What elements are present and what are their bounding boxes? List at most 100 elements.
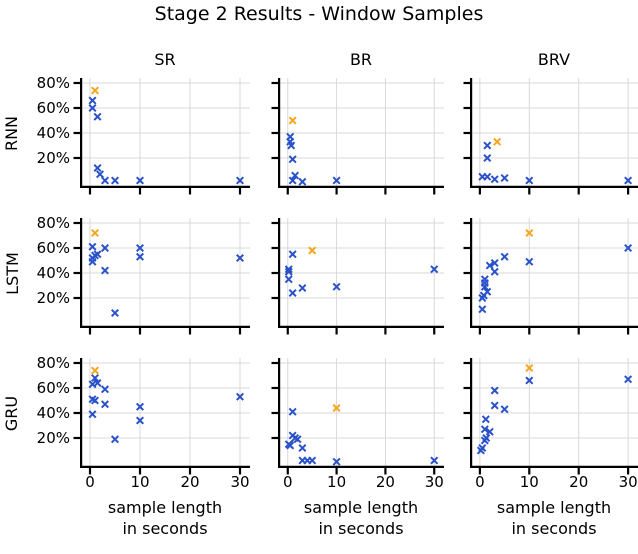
subplot-RNN-BR: [271, 78, 444, 195]
data-point-x-marker: [525, 257, 534, 266]
data-point-x-marker: [624, 243, 633, 253]
data-point-x-marker: [478, 293, 487, 303]
x-axis-label-line2: in seconds: [511, 519, 597, 538]
data-point-x-marker: [90, 366, 100, 375]
data-point-x-marker: [288, 407, 297, 416]
data-point-x-marker: [430, 265, 439, 274]
data-point-x-marker: [298, 283, 307, 293]
data-point-x-marker: [93, 112, 102, 121]
data-point-x-marker: [135, 416, 145, 425]
data-point-x-marker: [308, 246, 317, 255]
scatter-series-blue: [88, 96, 245, 185]
data-point-x-marker: [490, 386, 499, 395]
data-point-x-marker: [286, 441, 295, 450]
data-point-x-marker: [100, 385, 110, 394]
data-point-x-marker: [490, 267, 499, 276]
x-axis-label-line2: in seconds: [318, 519, 404, 538]
scatter-series-blue: [284, 250, 439, 298]
data-point-x-marker: [235, 392, 245, 401]
data-point-x-marker: [135, 243, 145, 253]
x-tick-label: 30: [618, 473, 638, 491]
column-header-br: BR: [349, 50, 373, 69]
x-axis-label-line2: in seconds: [122, 519, 208, 538]
y-tick-label: 60%: [36, 99, 70, 117]
subplot-GRU-BR: [271, 358, 444, 475]
data-point-x-marker: [430, 456, 439, 465]
column-header-sr: SR: [154, 50, 176, 69]
scatter-series-blue: [88, 373, 245, 444]
data-point-x-marker: [288, 250, 297, 259]
x-tick-label: 20: [569, 473, 589, 491]
data-point-x-marker: [100, 176, 110, 185]
data-point-x-marker: [298, 443, 307, 453]
data-point-x-marker: [235, 176, 245, 185]
x-axis-label-line1: sample length: [496, 498, 612, 517]
data-point-x-marker: [93, 163, 102, 173]
column-header-brv: BRV: [537, 50, 571, 69]
data-point-x-marker: [135, 252, 145, 261]
data-point-x-marker: [624, 176, 633, 185]
y-tick-label: 40%: [36, 404, 70, 422]
data-point-x-marker: [480, 282, 489, 291]
row-label-lstm-text: LSTM: [2, 251, 22, 295]
y-tick-label: 60%: [36, 379, 70, 397]
data-point-x-marker: [95, 170, 105, 179]
scatter-series-orange: [90, 86, 100, 95]
scatter-series-blue: [284, 407, 439, 466]
y-tick-label: 20%: [36, 289, 70, 307]
data-point-x-marker: [110, 176, 120, 185]
subplot-LSTM-BR: [271, 218, 444, 335]
data-point-x-marker: [332, 176, 341, 185]
data-point-x-marker: [288, 176, 297, 185]
scatter-series-orange: [90, 366, 100, 375]
subplot-GRU-SR: [73, 358, 250, 475]
data-point-x-marker: [624, 375, 633, 384]
data-point-x-marker: [110, 308, 120, 318]
y-tick-label: 80%: [36, 74, 70, 92]
data-point-x-marker: [100, 266, 110, 275]
data-point-x-marker: [483, 153, 492, 163]
data-point-x-marker: [90, 396, 100, 405]
x-tick-label: 20: [375, 473, 395, 491]
data-point-x-marker: [284, 267, 293, 276]
y-tick-label: 40%: [36, 264, 70, 282]
data-point-x-marker: [476, 446, 485, 455]
data-point-x-marker: [485, 261, 494, 270]
data-point-x-marker: [332, 282, 341, 291]
data-point-x-marker: [490, 258, 499, 268]
data-point-x-marker: [480, 436, 489, 445]
data-point-x-marker: [483, 141, 492, 150]
row-label-rnn: RNN: [0, 78, 24, 188]
data-point-x-marker: [500, 405, 509, 414]
x-tick-label: 30: [230, 473, 250, 491]
data-point-x-marker: [88, 380, 97, 389]
data-point-x-marker: [284, 265, 293, 274]
data-point-x-marker: [298, 177, 307, 186]
subplot-GRU-BRV: [463, 358, 638, 475]
scatter-series-orange: [493, 137, 502, 146]
data-point-x-marker: [493, 137, 502, 146]
figure-title: Stage 2 Results - Window Samples: [154, 3, 484, 25]
scatter-series-blue: [476, 375, 633, 455]
y-tick-label: 40%: [36, 124, 70, 142]
data-point-x-marker: [100, 400, 110, 409]
y-tick-label: 60%: [36, 239, 70, 257]
data-point-x-marker: [88, 96, 97, 105]
data-point-x-marker: [291, 171, 300, 180]
x-tick-label: 0: [475, 473, 485, 491]
data-point-x-marker: [90, 373, 100, 383]
data-point-x-marker: [88, 242, 97, 251]
scatter-series-orange: [525, 228, 534, 238]
data-point-x-marker: [288, 155, 297, 164]
x-tick-label: 0: [282, 473, 293, 491]
x-tick-label: 30: [424, 473, 444, 491]
scatter-series-orange: [90, 228, 100, 238]
y-tick-label: 20%: [36, 429, 70, 447]
data-point-x-marker: [525, 176, 534, 185]
data-point-x-marker: [90, 228, 100, 238]
data-point-x-marker: [500, 252, 509, 261]
data-point-x-marker: [135, 176, 145, 185]
x-tick-label: 10: [130, 473, 150, 491]
x-tick-label: 20: [180, 473, 200, 491]
y-tick-label: 20%: [36, 149, 70, 167]
